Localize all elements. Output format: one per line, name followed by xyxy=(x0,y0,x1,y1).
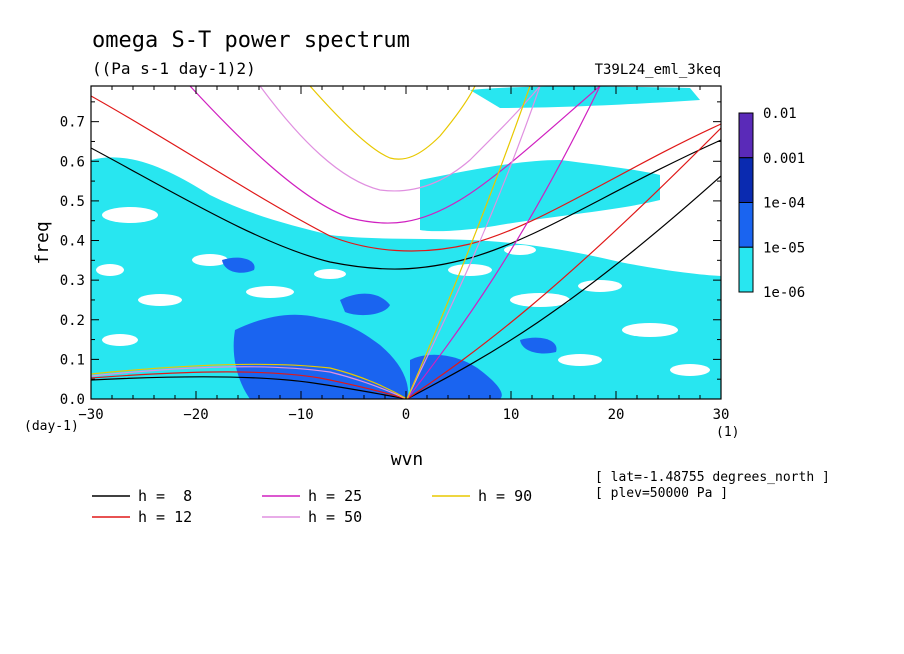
colorbar-segment xyxy=(738,157,754,203)
curve-h50-asym xyxy=(406,86,541,399)
curve-h90-asym xyxy=(406,86,531,399)
gap xyxy=(102,207,158,223)
shade-band-1e-05 xyxy=(222,257,255,273)
x-tick-label: 20 xyxy=(608,407,625,423)
gap xyxy=(448,264,492,276)
curve-h90-sym xyxy=(309,86,476,160)
curve-h25-asym xyxy=(406,86,601,399)
y-tick-label: 0.5 xyxy=(60,194,85,210)
chart-units: ((Pa s-1 day-1)2) xyxy=(92,59,256,78)
y-tick-label: 0.0 xyxy=(60,392,85,408)
shade-band-1e-06 xyxy=(420,160,660,232)
curve-low-yellow xyxy=(91,363,408,399)
gap xyxy=(558,354,602,366)
gap xyxy=(138,294,182,306)
gap xyxy=(510,293,570,307)
x-tick-label: −20 xyxy=(183,407,208,423)
curve-h8-low xyxy=(91,376,408,399)
colorbar-segment xyxy=(738,246,754,293)
info-plev: [ plev=50000 Pa ] xyxy=(595,486,728,501)
curve-h12-low xyxy=(91,371,408,399)
gap xyxy=(314,269,346,279)
curve-h8-sym xyxy=(91,139,721,270)
curve-low-pink xyxy=(91,366,408,399)
colorbar-segment xyxy=(738,112,754,159)
y-tick-label: 0.3 xyxy=(60,273,85,289)
y-unit-label: (day-1) xyxy=(24,419,79,434)
x-tick-label: 30 xyxy=(713,407,730,423)
legend-label: h = 8 xyxy=(138,487,192,505)
x-tick-label: −10 xyxy=(288,407,313,423)
shade-band-1e-05 xyxy=(520,337,557,354)
gap xyxy=(578,280,622,292)
y-tick-label: 0.1 xyxy=(60,352,85,368)
legend: h = 8 h = 12 h = 25 h = 50 h = 90 xyxy=(92,487,532,526)
gap xyxy=(622,323,678,337)
curve-h8-asym xyxy=(406,175,721,399)
run-id: T39L24_eml_3keq xyxy=(595,62,721,78)
gap xyxy=(246,286,294,298)
gap xyxy=(96,264,124,276)
shade-band-1e-06 xyxy=(470,86,700,108)
y-axis: 0.0 0.1 0.2 0.3 0.4 0.5 0.6 0.7 xyxy=(60,101,721,408)
curve-h50-sym xyxy=(259,86,541,192)
legend-label: h = 25 xyxy=(308,487,362,505)
info-lat: [ lat=-1.48755 degrees_north ] xyxy=(595,470,830,485)
curve-h12-sym xyxy=(91,95,721,252)
y-tick-label: 0.7 xyxy=(60,115,85,131)
colorbar-label: 0.001 xyxy=(763,151,805,167)
colorbar-label: 1e-06 xyxy=(763,285,805,301)
y-tick-label: 0.2 xyxy=(60,313,85,329)
legend-label: h = 12 xyxy=(138,508,192,526)
gap xyxy=(670,364,710,376)
colorbar: 0.01 0.001 1e-04 1e-05 1e-06 xyxy=(738,106,805,301)
x-tick-label: 0 xyxy=(402,407,410,423)
legend-label: h = 50 xyxy=(308,508,362,526)
x-tick-label: −30 xyxy=(78,407,103,423)
y-tick-label: 0.6 xyxy=(60,154,85,170)
gap xyxy=(102,334,138,346)
curve-h25-sym xyxy=(189,86,601,224)
shade-band-1e-05 xyxy=(233,314,409,399)
y-axis-title: freq xyxy=(32,221,53,264)
spectrum-shading xyxy=(91,86,721,399)
gap xyxy=(192,254,228,266)
x-axis: −30 −20 −10 0 10 20 30 xyxy=(78,86,729,423)
shade-band-1e-05 xyxy=(340,293,390,316)
colorbar-segment xyxy=(738,202,754,248)
shade-band-1e-05 xyxy=(410,354,502,399)
x-unit-label: (1) xyxy=(716,425,739,440)
y-tick-label: 0.4 xyxy=(60,234,85,250)
x-tick-label: 10 xyxy=(503,407,520,423)
dispersion-curves xyxy=(91,86,721,399)
curve-h12-asym xyxy=(406,127,721,399)
colorbar-label: 0.01 xyxy=(763,106,797,122)
colorbar-label: 1e-04 xyxy=(763,196,805,212)
colorbar-label: 1e-05 xyxy=(763,240,805,256)
x-axis-title: wvn xyxy=(391,449,424,470)
chart-title: omega S-T power spectrum xyxy=(92,28,410,53)
legend-label: h = 90 xyxy=(478,487,532,505)
